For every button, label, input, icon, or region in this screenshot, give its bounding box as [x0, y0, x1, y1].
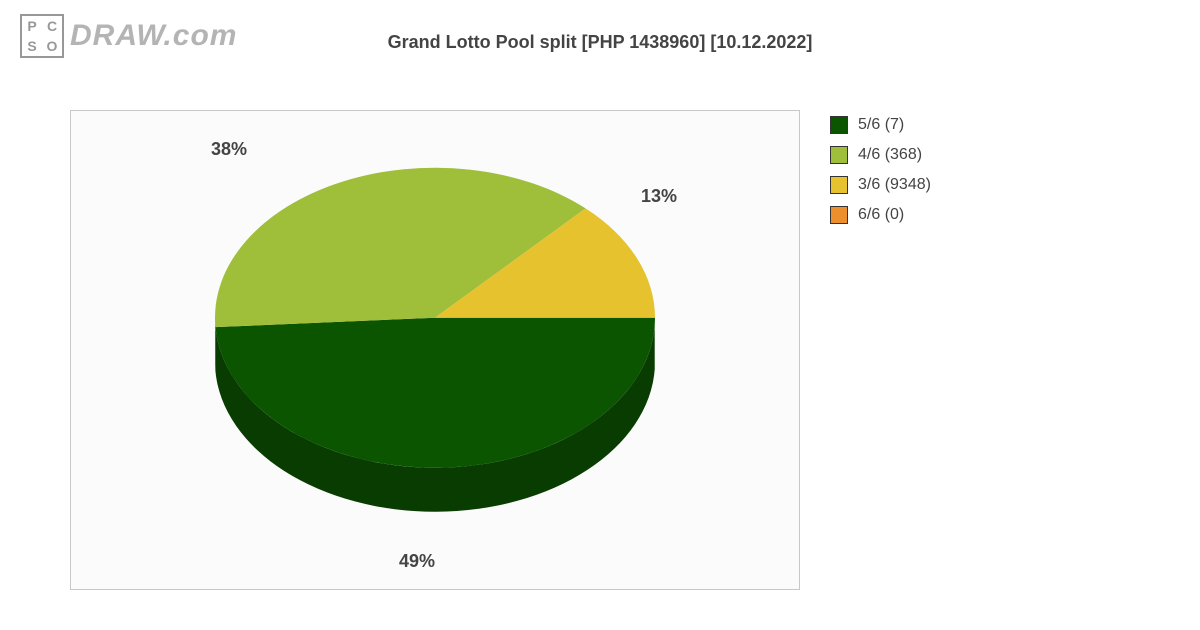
legend-swatch-icon	[830, 146, 848, 164]
legend-item: 5/6 (7)	[830, 110, 931, 140]
canvas: P C S O DRAW.com Grand Lotto Pool split …	[0, 0, 1200, 630]
legend-swatch-icon	[830, 176, 848, 194]
pie-svg	[195, 148, 675, 532]
legend-swatch-icon	[830, 116, 848, 134]
legend-label: 3/6 (9348)	[858, 176, 931, 194]
legend-label: 5/6 (7)	[858, 116, 904, 134]
legend-item: 6/6 (0)	[830, 200, 931, 230]
pct-label: 49%	[399, 551, 435, 572]
pct-label: 38%	[211, 139, 247, 160]
pie-chart	[195, 148, 675, 537]
legend-label: 4/6 (368)	[858, 146, 922, 164]
legend-label: 6/6 (0)	[858, 206, 904, 224]
legend-item: 3/6 (9348)	[830, 170, 931, 200]
legend: 5/6 (7) 4/6 (368) 3/6 (9348) 6/6 (0)	[830, 110, 931, 230]
legend-item: 4/6 (368)	[830, 140, 931, 170]
plot-area: 49% 38% 13%	[70, 110, 800, 590]
legend-swatch-icon	[830, 206, 848, 224]
pct-label: 13%	[641, 186, 677, 207]
chart-title: Grand Lotto Pool split [PHP 1438960] [10…	[0, 32, 1200, 53]
